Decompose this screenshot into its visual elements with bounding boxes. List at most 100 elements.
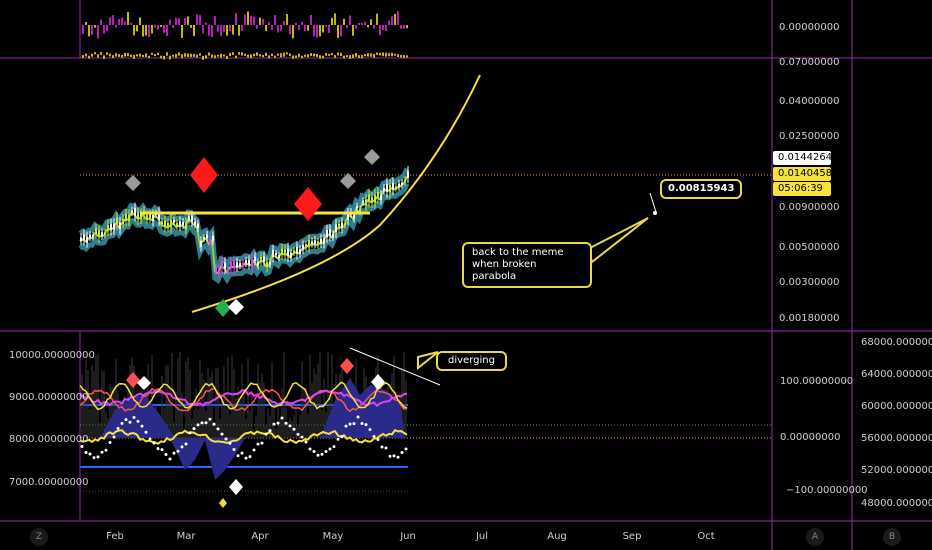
volume-tick [361, 55, 363, 59]
parabola-note-callout[interactable]: back to the meme when broken parabola [462, 242, 592, 288]
volume-tick [91, 53, 93, 57]
price-point-callout[interactable]: 0.00815943 [660, 179, 743, 199]
candle-body [320, 238, 322, 244]
auto-scale-button[interactable]: A [806, 528, 824, 546]
price-axis-label: 0.00500000 [779, 242, 840, 253]
candle-body [224, 262, 226, 269]
signal-dot [352, 422, 356, 426]
histogram-bar [271, 25, 273, 30]
histogram-bar [244, 14, 246, 25]
signal-dot [380, 445, 384, 449]
log-scale-button[interactable]: B [883, 528, 901, 546]
histogram-bar [121, 17, 123, 25]
candle-body [386, 183, 388, 192]
histogram-bar [217, 25, 219, 32]
signal-dot [180, 445, 184, 449]
top-axis-label: 0.00000000 [779, 22, 840, 33]
histogram-bar [181, 25, 183, 38]
volume-tick [370, 53, 372, 57]
signal-dot [212, 422, 216, 426]
histogram-bar [259, 17, 261, 25]
signal-dot [308, 447, 312, 451]
volume-tick [169, 55, 171, 60]
signal-dot [224, 437, 228, 441]
green-signal-diamond [215, 299, 231, 317]
price-pane [78, 74, 772, 317]
signal-dot [208, 417, 212, 421]
volume-tick [142, 54, 144, 57]
volume-tick [343, 55, 345, 59]
histogram-bar [127, 11, 129, 25]
signal-dot [332, 445, 336, 449]
candle-body [332, 234, 334, 238]
histogram-bar [124, 21, 126, 25]
candle-body [398, 183, 400, 188]
candle-body [407, 171, 409, 178]
histogram-bar [241, 25, 243, 31]
candle-body [104, 232, 106, 236]
candle-body [290, 252, 292, 258]
indicator-left-axis-label: 7000.00000000 [9, 477, 89, 488]
indicator-right-axis-label: 68000.00000000 [861, 337, 932, 348]
indicator-pane [79, 347, 772, 508]
callout-anchor-dot [653, 211, 657, 215]
histogram-bar [106, 25, 108, 32]
histogram-bar [343, 18, 345, 25]
histogram-bar [235, 13, 237, 25]
volume-tick [400, 54, 402, 58]
volume-tick [151, 52, 153, 55]
histogram-bar [346, 25, 348, 29]
candle-body [380, 194, 382, 200]
histogram-bar [205, 22, 207, 25]
volume-tick [379, 52, 381, 56]
candle-body [227, 269, 229, 272]
candle-body [308, 239, 310, 248]
indicator-right-axis-label: 56000.00000000 [861, 433, 932, 444]
volume-tick [220, 53, 222, 58]
signal-dot [84, 450, 88, 454]
histogram-bar [274, 15, 276, 25]
indicator-mid-axis-label: 100.00000000 [780, 376, 854, 387]
volume-tick [181, 54, 183, 59]
indicator-right-axis-label: 52000.00000000 [861, 465, 932, 476]
indicator-left-axis-label: 9000.00000000 [9, 392, 89, 403]
volume-tick [112, 55, 114, 59]
candle-body [176, 223, 178, 227]
timezone-button[interactable]: Z [30, 528, 48, 546]
signal-dot [328, 447, 332, 451]
candle-body [206, 234, 208, 239]
histogram-bar [364, 21, 366, 25]
volume-tick [166, 52, 168, 56]
histogram-bar [394, 14, 396, 25]
volume-tick [196, 54, 198, 58]
signal-dot [220, 432, 224, 436]
time-axis-label: Jun [400, 531, 416, 542]
signal-dot [312, 449, 316, 453]
signal-dot [388, 454, 392, 458]
histogram-bar [370, 19, 372, 25]
candle-body [101, 232, 103, 237]
candle-body [260, 256, 262, 262]
signal-dot [296, 432, 300, 436]
signal-dot [196, 423, 200, 427]
histogram-bar [115, 25, 117, 28]
volume-tick [385, 52, 387, 57]
candle-body [107, 224, 109, 231]
signal-dot [256, 442, 260, 446]
candle-body [185, 222, 187, 230]
diverging-note-callout[interactable]: diverging [436, 351, 507, 371]
candle-body [365, 199, 367, 206]
grey-signal-diamond-1 [125, 175, 141, 191]
histogram-bar [109, 17, 111, 25]
signal-dot [268, 429, 272, 433]
histogram-bar [175, 17, 177, 25]
candle-body [122, 218, 124, 224]
time-axis-label: Aug [547, 531, 567, 542]
note-callout-pointer [586, 217, 649, 264]
signal-dot [108, 440, 112, 444]
volume-tick [106, 52, 108, 55]
candle-body [212, 235, 214, 241]
candle-body [344, 223, 346, 226]
histogram-bar [310, 14, 312, 25]
